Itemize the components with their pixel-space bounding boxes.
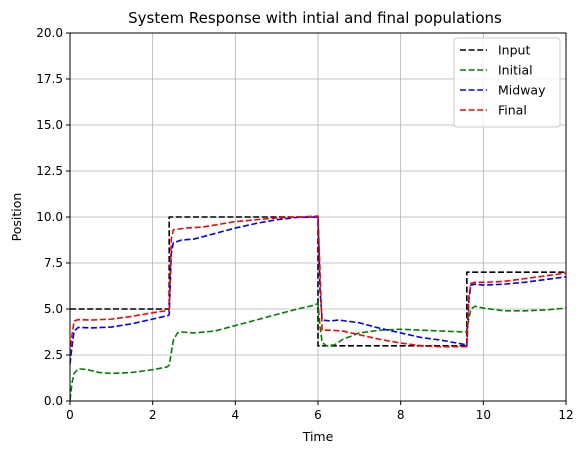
y-tick-label: 15.0 [36,118,63,132]
legend-label-input: Input [498,43,530,58]
x-tick-label: 6 [314,408,322,422]
y-tick-label: 5.0 [44,302,63,316]
x-axis-label: Time [302,429,334,444]
y-tick-label: 0.0 [44,394,63,408]
chart-title: System Response with intial and final po… [128,9,502,27]
legend-label-midway: Midway [498,83,546,98]
legend-label-initial: Initial [498,63,533,78]
axis-ticks: 0 2 4 6 8 10 12 0.0 2.5 5.0 7.5 10.0 12.5 15.0 17.5 20.… [36,26,573,422]
legend: Input Initial Midway Final [453,37,561,128]
legend-label-final: Final [498,103,527,118]
y-tick-label: 12.5 [36,164,63,178]
x-tick-label: 2 [149,408,157,422]
x-tick-label: 10 [476,408,491,422]
y-tick-label: 7.5 [44,256,63,270]
series-line-final [70,215,566,356]
y-tick-label: 10.0 [36,210,63,224]
legend-box [453,37,561,128]
y-axis-label: Position [9,193,24,242]
x-tick-label: 8 [397,408,405,422]
y-tick-label: 20.0 [36,26,63,40]
x-tick-label: 0 [66,408,74,422]
y-tick-label: 2.5 [44,348,63,362]
y-tick-label: 17.5 [36,72,63,86]
x-tick-label: 12 [558,408,573,422]
plot-series [70,215,566,401]
x-tick-label: 4 [232,408,240,422]
